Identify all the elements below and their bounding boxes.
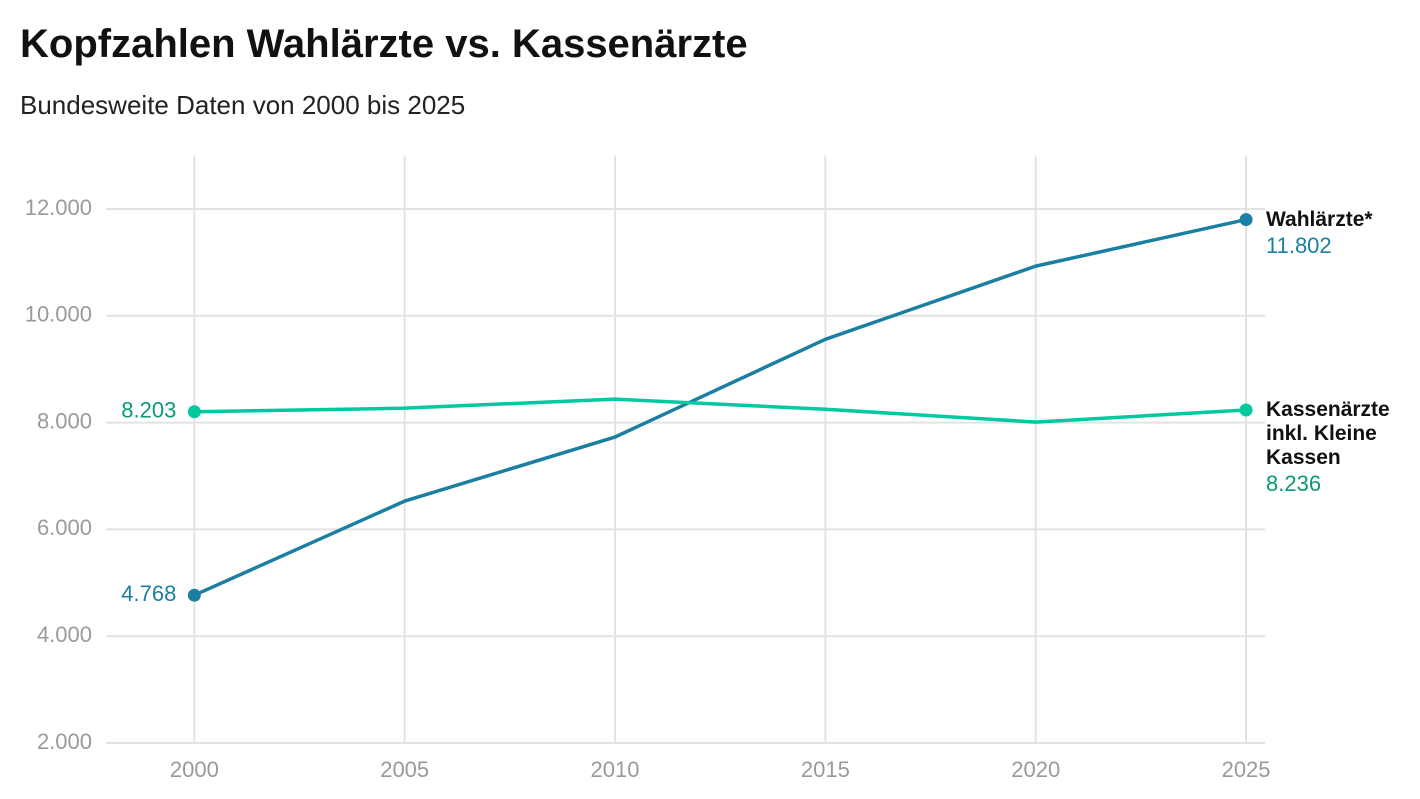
y-tick-label: 2.000 bbox=[37, 729, 92, 754]
series-line bbox=[194, 397, 1247, 424]
value-label: 8.236 bbox=[1266, 470, 1322, 496]
endpoint-dot bbox=[1239, 403, 1253, 417]
endpoint-dot bbox=[187, 588, 201, 602]
x-tick-label: 2015 bbox=[801, 757, 850, 782]
chart-title: Kopfzahlen Wahlärzte vs. Kassenärzte bbox=[20, 22, 748, 66]
x-tick-label: 2010 bbox=[591, 757, 640, 782]
y-tick-label: 12.000 bbox=[25, 195, 92, 220]
end-label: Wahlärzte* 11.802 bbox=[1266, 208, 1416, 258]
value-label: 8.203 bbox=[121, 398, 176, 423]
x-tick-label: 2005 bbox=[380, 757, 429, 782]
endpoint-dot bbox=[1239, 213, 1253, 227]
legend-entry: Wahlärzte* bbox=[1266, 207, 1373, 231]
y-tick-label: 8.000 bbox=[37, 408, 92, 433]
x-tick-label: 2025 bbox=[1222, 757, 1271, 782]
series-line bbox=[193, 217, 1247, 597]
value-label: 4.768 bbox=[121, 581, 176, 606]
end-label: Kassenärzte inkl. Kleine Kassen 8.236 bbox=[1266, 398, 1416, 496]
x-tick-label: 2000 bbox=[170, 757, 219, 782]
y-tick-label: 4.000 bbox=[37, 622, 92, 647]
y-tick-label: 10.000 bbox=[25, 302, 92, 327]
legend-entry: Kassenärzte inkl. Kleine Kassen bbox=[1266, 397, 1390, 469]
value-label: 11.802 bbox=[1266, 232, 1332, 258]
y-tick-label: 6.000 bbox=[37, 515, 92, 540]
chart-subtitle: Bundesweite Daten von 2000 bis 2025 bbox=[20, 90, 466, 120]
x-tick-label: 2020 bbox=[1011, 757, 1060, 782]
endpoint-dot bbox=[187, 405, 201, 419]
